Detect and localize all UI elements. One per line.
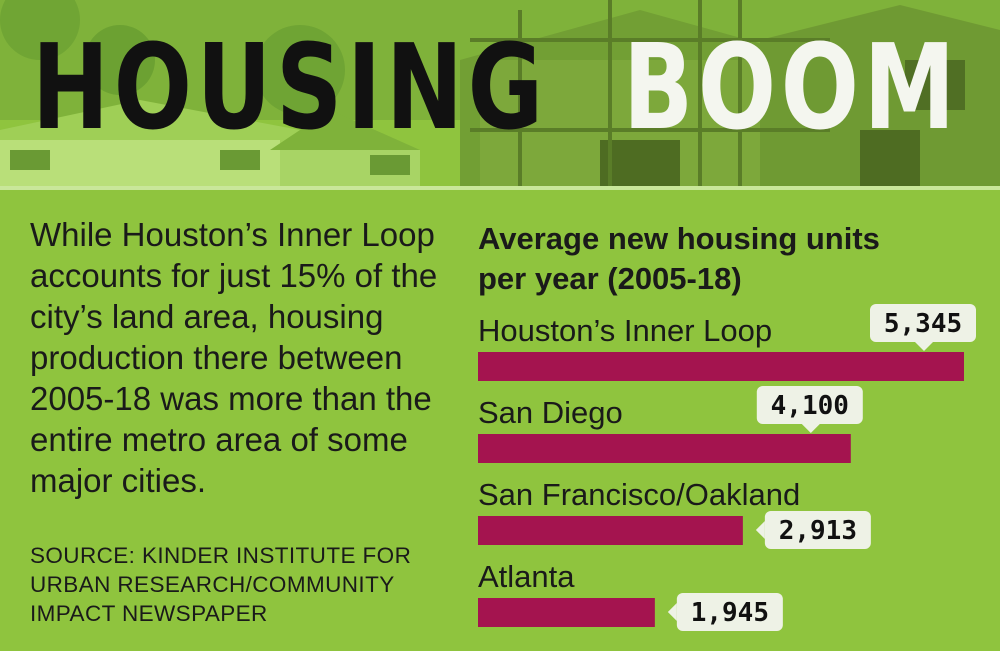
- headline-word-housing: HOUSING: [32, 18, 548, 156]
- bar: [478, 598, 655, 627]
- value-callout: 5,345: [870, 304, 976, 351]
- header-banner: HOUSING BOOM: [0, 0, 1000, 190]
- bar: [478, 352, 964, 381]
- value-callout: 4,100: [756, 386, 863, 433]
- headline: HOUSING BOOM: [32, 22, 1000, 152]
- category-label: Houston’s Inner Loop: [478, 313, 772, 348]
- value-label: 5,345: [884, 309, 962, 339]
- intro-paragraph: While Houston’s Inner Loop accounts for …: [30, 216, 438, 499]
- value-label: 4,100: [771, 391, 849, 421]
- house-construction-photo: [0, 0, 1000, 186]
- category-label: Atlanta: [478, 559, 575, 594]
- value-callout: 2,913: [755, 511, 871, 549]
- bar: [478, 516, 743, 545]
- chart-title: Average new housing units per year (2005…: [478, 221, 880, 296]
- value-callout: 1,945: [667, 593, 783, 631]
- category-label: San Diego: [478, 395, 623, 430]
- category-label: San Francisco/Oakland: [478, 477, 800, 512]
- value-label: 2,913: [779, 516, 857, 546]
- value-label: 1,945: [691, 598, 769, 628]
- bar: [478, 434, 851, 463]
- source-credit: SOURCE: KINDER INSTITUTE FOR URBAN RESEA…: [30, 543, 412, 626]
- headline-word-boom: BOOM: [623, 18, 961, 156]
